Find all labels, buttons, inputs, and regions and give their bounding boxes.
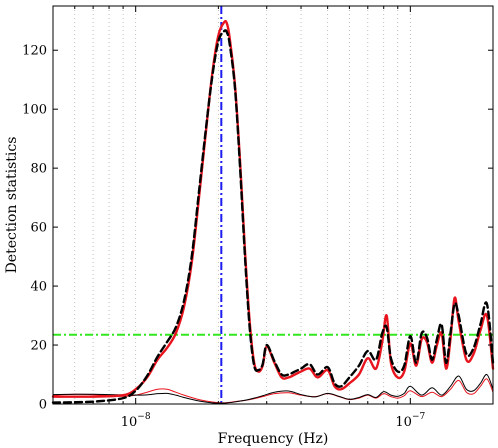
x-axis-title: Frequency (Hz)	[218, 431, 329, 447]
y-tick-label: 0	[39, 398, 47, 413]
reference-lines	[53, 6, 493, 404]
plot-frame	[52, 5, 494, 405]
y-axis-title: Detection statistics	[4, 137, 20, 274]
y-tick-label: 120	[22, 44, 47, 59]
y-tick-label: 80	[30, 162, 47, 177]
axis-ticks	[53, 6, 494, 405]
series-black-thin	[52, 374, 494, 404]
y-tick-labels: 0 20 40 60 80 100 120	[22, 44, 47, 413]
y-tick-label: 100	[22, 103, 47, 118]
x-tick-label: 10−8	[121, 412, 151, 430]
y-tick-label: 20	[30, 339, 47, 354]
y-tick-label: 60	[30, 221, 47, 236]
y-tick-label: 40	[30, 280, 47, 295]
x-tick-labels: 10−8 10−7	[121, 412, 426, 430]
grid-lines	[74, 6, 494, 404]
series-group	[51, 19, 495, 404]
x-tick-label: 10−7	[395, 412, 425, 430]
series-black-dashed	[51, 29, 495, 404]
